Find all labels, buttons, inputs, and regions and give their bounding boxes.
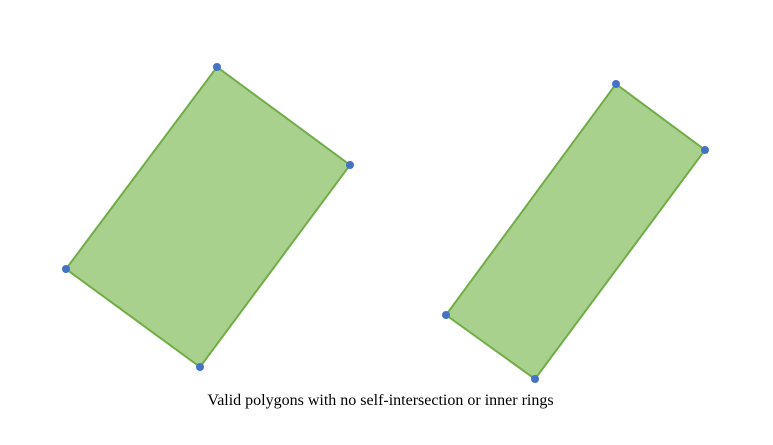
polygon-right-shape bbox=[444, 82, 707, 381]
polygon-left-vertex-3 bbox=[196, 363, 204, 371]
polygon-left bbox=[62, 63, 354, 371]
polygon-right-vertex-2 bbox=[701, 146, 709, 154]
polygon-left-vertex-1 bbox=[213, 63, 221, 71]
polygon-right bbox=[442, 80, 709, 383]
polygon-left-vertex-2 bbox=[346, 161, 354, 169]
polygon-left-vertex-4 bbox=[62, 265, 70, 273]
polygon-left-shape bbox=[64, 65, 352, 369]
polygon-right-vertex-3 bbox=[531, 375, 539, 383]
diagram-caption: Valid polygons with no self-intersection… bbox=[207, 392, 554, 409]
polygon-right-vertex-1 bbox=[612, 80, 620, 88]
polygon-right-vertex-4 bbox=[442, 311, 450, 319]
